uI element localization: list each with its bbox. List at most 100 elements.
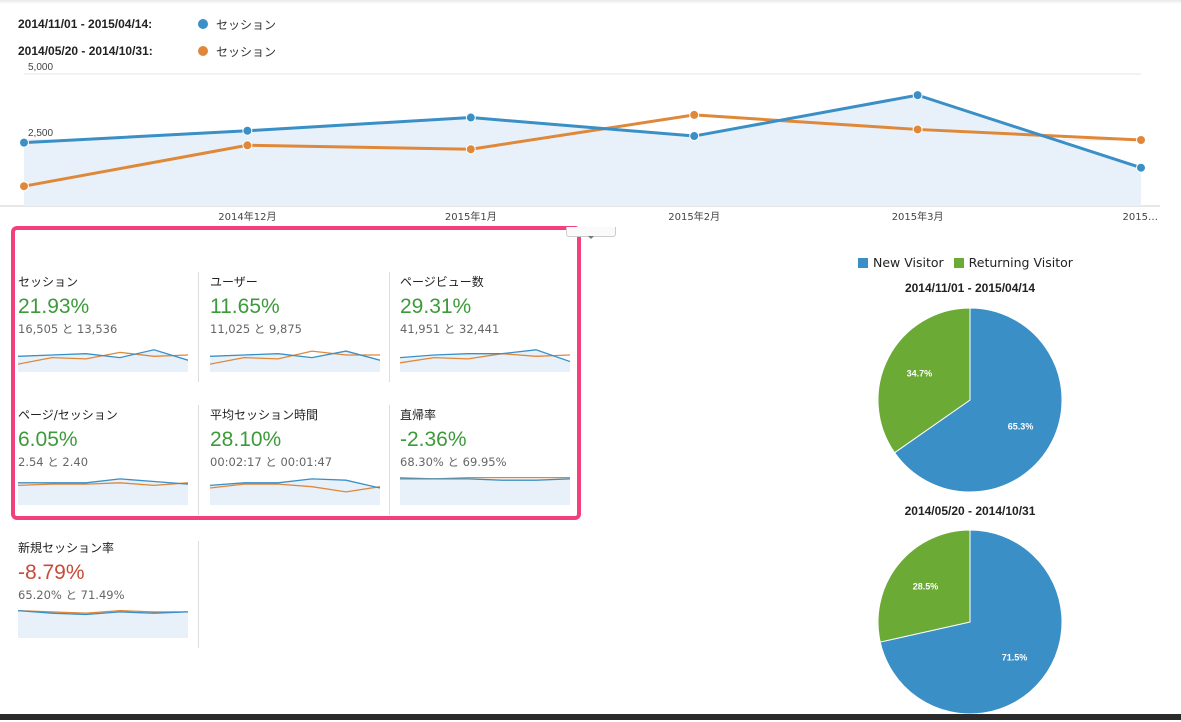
metric-sparkline: [400, 476, 570, 505]
metric-card[interactable]: 直帰率 -2.36% 68.30% と 69.95%: [400, 407, 570, 522]
pie-2-title: 2014/05/20 - 2014/10/31: [904, 504, 1036, 518]
x-tick-label: 2015年1月: [445, 210, 497, 223]
sparkline-previous: [210, 483, 380, 493]
metric-label: ページ/セッション: [18, 408, 118, 422]
metric-percent-change: 29.31%: [400, 295, 472, 318]
metric-sparkline: [210, 478, 380, 505]
previous-series-point: [242, 140, 253, 151]
metric-card[interactable]: セッション 21.93% 16,505 と 13,536: [18, 274, 188, 389]
legend-current: 2014/11/01 - 2015/04/14: セッション: [18, 14, 276, 34]
legend-previous-name: セッション: [216, 44, 277, 59]
sparkline-area: [210, 478, 380, 505]
chart-collapse-toggle[interactable]: [566, 227, 616, 239]
sessions-line-chart[interactable]: 5,000 2,500 2014年12月 2015年1月 2015年2月 2015年3月 2…: [0, 62, 1181, 232]
pie-legend-new-swatch-icon: [858, 257, 868, 268]
current-series-point: [689, 131, 700, 142]
legend-previous-dot-icon: [198, 46, 208, 56]
metric-values: 41,951 と 32,441: [400, 322, 500, 336]
metric-label: ユーザー: [210, 275, 258, 289]
current-series-point: [465, 112, 476, 123]
bottom-bar: [0, 714, 1181, 720]
metric-card[interactable]: ページビュー数 29.31% 41,951 と 32,441: [400, 274, 570, 389]
metric-card[interactable]: 平均セッション時間 28.10% 00:02:17 と 00:01:47: [210, 407, 380, 522]
metric-percent-change: 28.10%: [210, 428, 282, 451]
highlight-box: [11, 226, 581, 520]
legend-previous-range: 2014/05/20 - 2014/10/31:: [18, 44, 153, 58]
pie-chart-2[interactable]: 71.5% 28.5%: [870, 522, 1070, 722]
chevron-down-icon: [588, 236, 594, 239]
metric-sparkline: [210, 350, 380, 372]
legend-previous: 2014/05/20 - 2014/10/31: セッション: [18, 41, 276, 61]
metric-label: 平均セッション時間: [210, 408, 319, 422]
sparkline-previous: [18, 482, 188, 487]
pie-slice-label: 71.5%: [1002, 653, 1028, 663]
y-tick-label: 2,500: [28, 128, 53, 139]
sparkline-current: [400, 349, 570, 363]
pie-slice-returning-visitor: [877, 529, 971, 643]
sparkline-area: [18, 349, 188, 372]
metric-percent-change: 11.65%: [210, 295, 280, 318]
metric-label: 直帰率: [400, 408, 437, 422]
current-series-point: [242, 125, 253, 136]
previous-series-point: [465, 144, 476, 155]
metric-percent-change: -2.36%: [400, 428, 467, 451]
pie-legend-returning-swatch-icon: [953, 257, 964, 268]
pie-slice-new-visitor: [893, 307, 1063, 493]
current-series-point: [912, 90, 923, 101]
metric-separator: [198, 541, 199, 648]
pie-legend-new-label: New Visitor: [873, 255, 944, 270]
sparkline-current: [400, 478, 570, 481]
metric-percent-change: 21.93%: [18, 295, 90, 318]
metric-sparkline: [18, 478, 188, 505]
line-chart-svg: 5,000 2,500 2014年12月 2015年1月 2015年2月 2015年3月 2…: [0, 62, 1160, 223]
x-tick-label: 2015…: [1123, 212, 1158, 223]
metric-values: 11,025 と 9,875: [210, 322, 302, 336]
sparkline-current: [210, 478, 380, 489]
sparkline-area: [18, 478, 188, 505]
sparkline-area: [18, 610, 188, 638]
metric-label: 新規セッション率: [18, 541, 115, 555]
sparkline-area: [400, 478, 570, 505]
metric-values: 16,505 と 13,536: [18, 322, 118, 336]
metric-values: 00:02:17 と 00:01:47: [210, 455, 333, 469]
metric-sparkline: [400, 349, 570, 372]
sparkline-current: [18, 349, 188, 361]
sparkline-previous: [400, 353, 570, 364]
metric-sparkline: [18, 349, 188, 372]
sparkline-current: [18, 609, 188, 616]
top-shadow: [0, 0, 1181, 4]
previous-series-point: [912, 124, 923, 135]
metric-card[interactable]: ユーザー 11.65% 11,025 と 9,875: [210, 274, 380, 389]
pie-legend-returning-label: Returning Visitor: [968, 255, 1073, 270]
current-series-area: [24, 95, 1141, 206]
current-series-point: [1136, 162, 1146, 173]
sparkline-previous: [18, 609, 188, 614]
x-tick-label: 2015年3月: [892, 210, 944, 223]
metric-separator: [198, 405, 199, 515]
metric-card[interactable]: ページ/セッション 6.05% 2.54 と 2.40: [18, 407, 188, 522]
pie-slice-label: 34.7%: [907, 369, 933, 379]
x-tick-label: 2014年12月: [218, 210, 276, 223]
sparkline-current: [210, 350, 380, 361]
current-series-point: [19, 137, 29, 148]
current-series-line: [23, 93, 1142, 170]
metric-percent-change: 6.05%: [18, 428, 78, 451]
x-tick-label: 2015年2月: [668, 210, 720, 223]
pie-slice-label: 65.3%: [1008, 421, 1034, 431]
pie-chart-1[interactable]: 65.3% 34.7%: [870, 300, 1070, 500]
metric-separator: [198, 272, 199, 382]
metric-values: 65.20% と 71.49%: [18, 588, 125, 602]
metric-label: ページビュー数: [400, 275, 484, 289]
pie-slice-label: 28.5%: [913, 581, 939, 591]
pie-slice-new-visitor: [879, 529, 1063, 715]
metric-card[interactable]: 新規セッション率 -8.79% 65.20% と 71.49%: [18, 540, 188, 655]
metric-sparkline: [18, 609, 188, 638]
previous-series-line: [23, 113, 1142, 188]
metric-values: 2.54 と 2.40: [18, 455, 89, 469]
sparkline-area: [210, 351, 380, 372]
pie-slice-returning-visitor: [877, 307, 971, 454]
legend-current-range: 2014/11/01 - 2015/04/14:: [18, 17, 153, 31]
pie-legend: New Visitor Returning Visitor: [858, 255, 1073, 270]
metric-label: セッション: [18, 275, 79, 289]
metric-values: 68.30% と 69.95%: [400, 455, 507, 469]
